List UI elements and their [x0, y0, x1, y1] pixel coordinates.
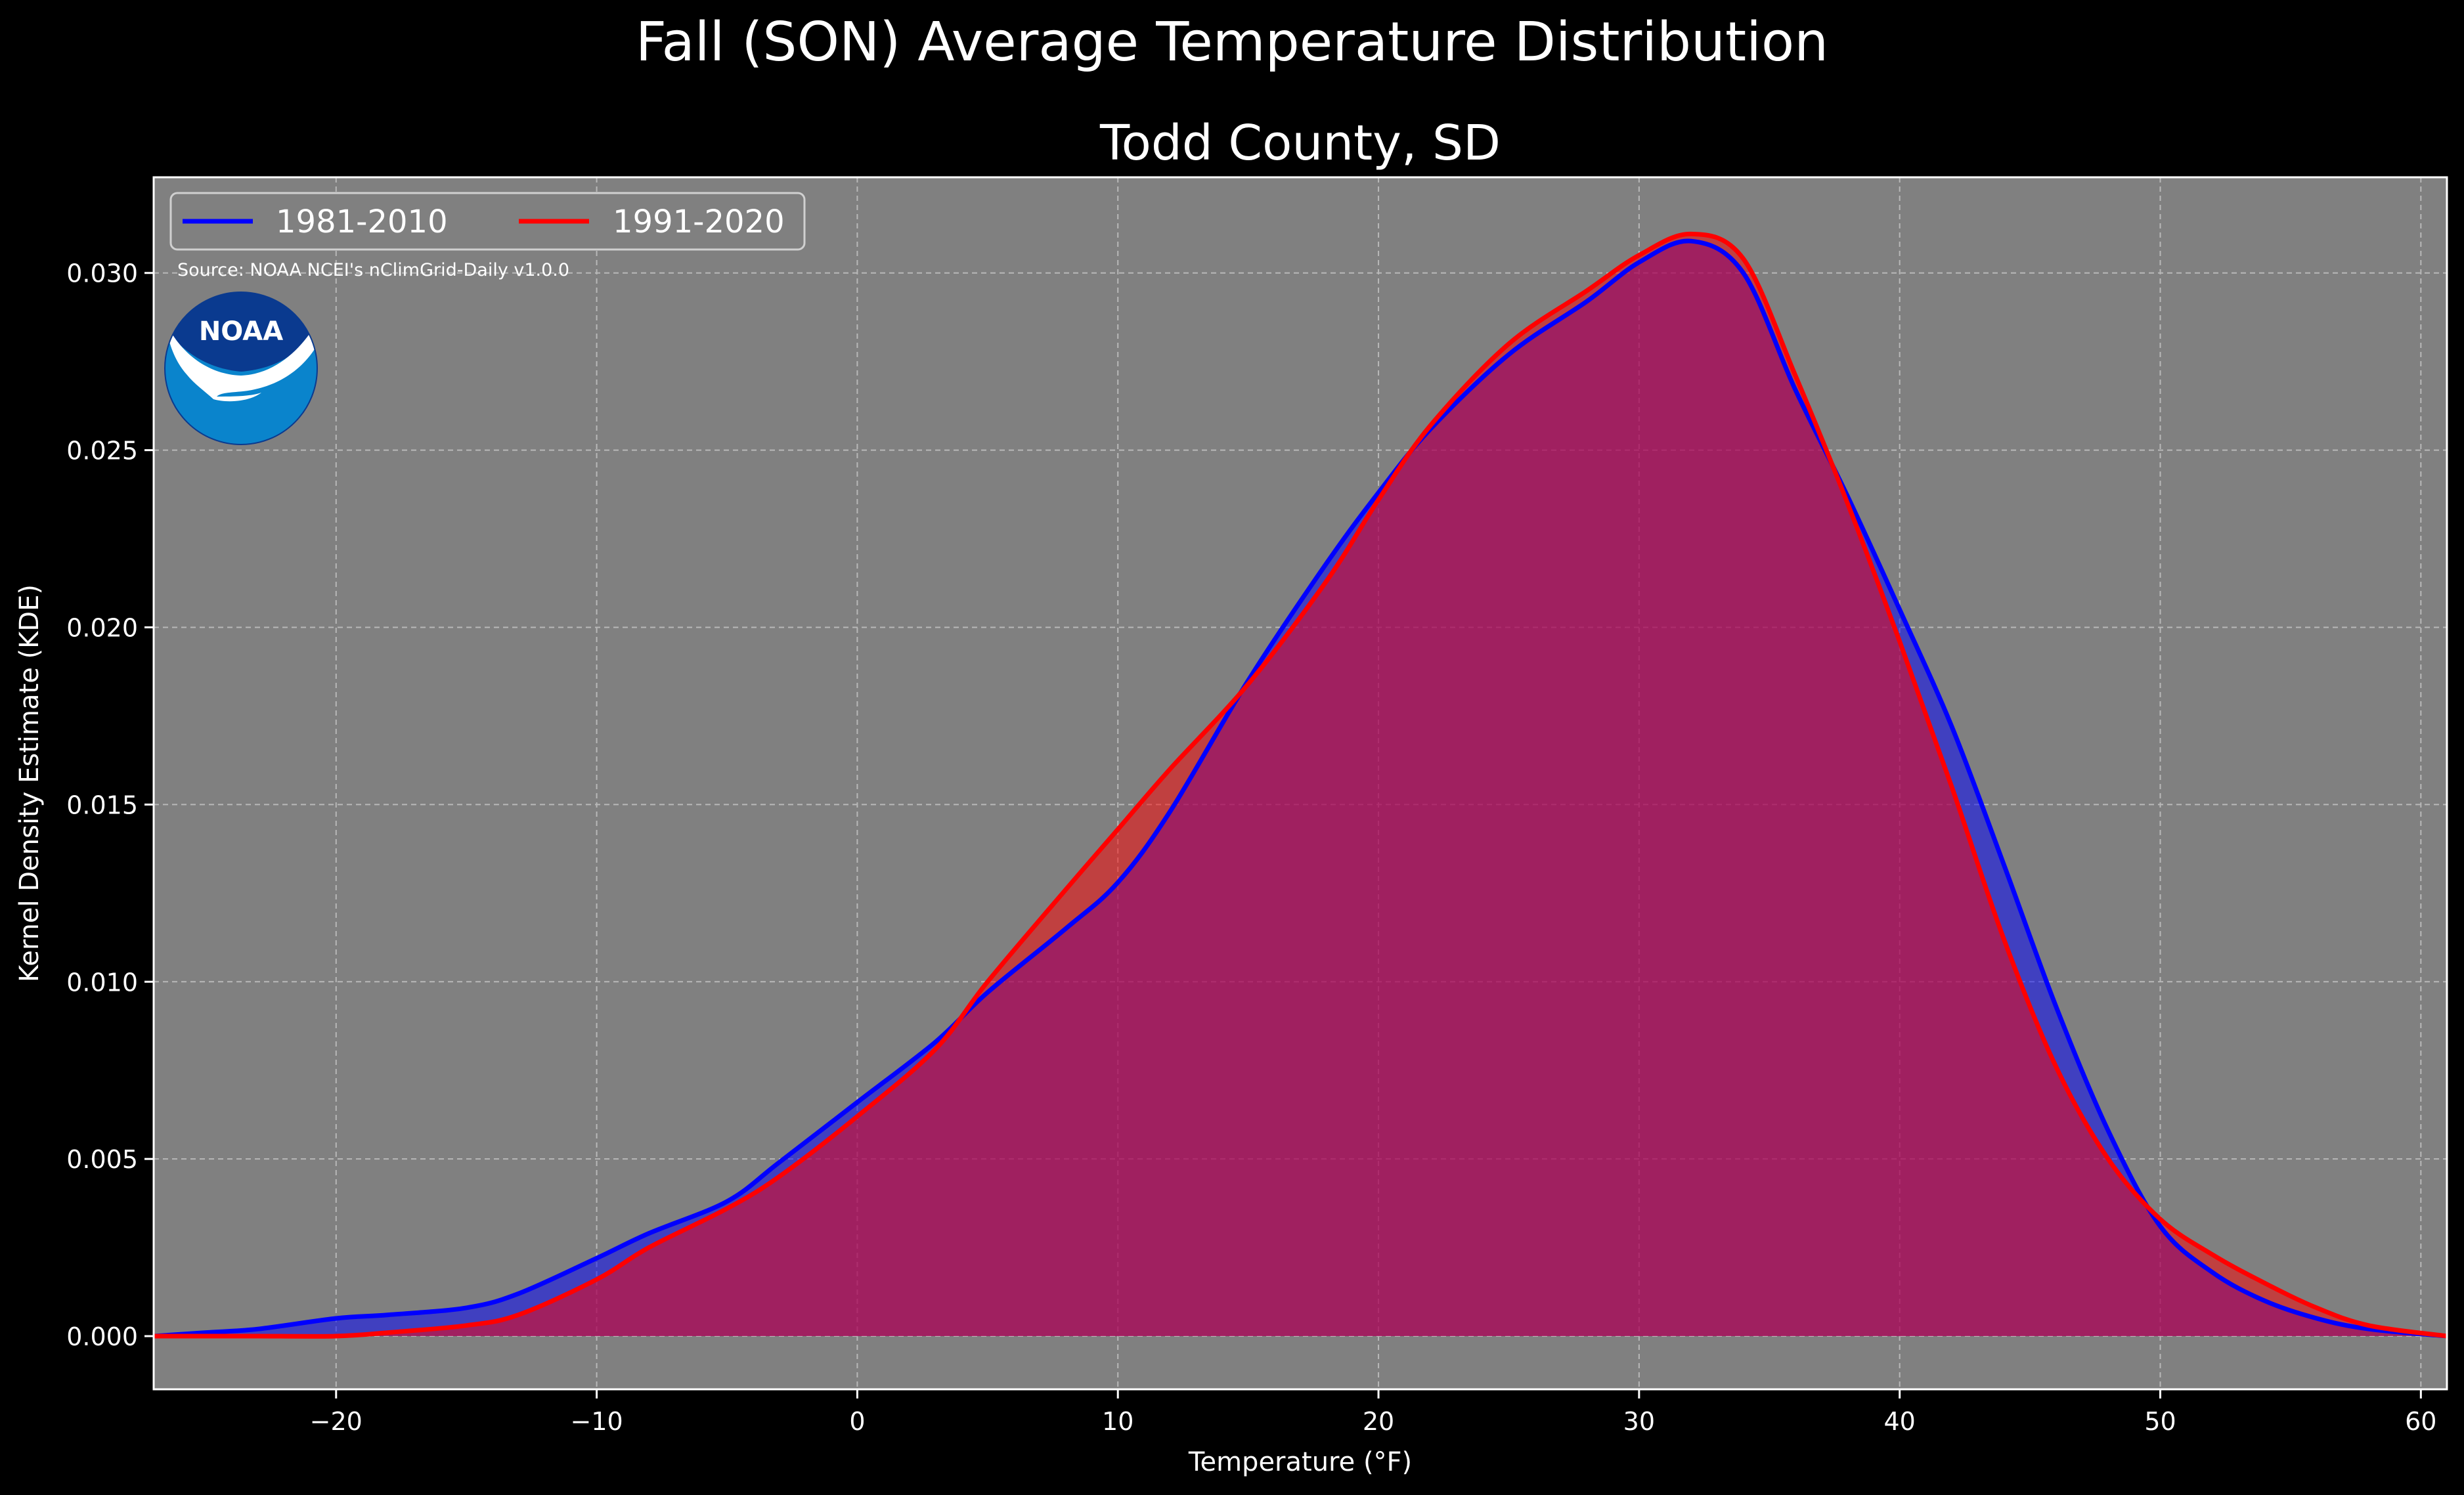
y-tick-label: 0.025 [66, 437, 138, 466]
x-tick-label: 60 [2405, 1407, 2436, 1436]
y-axis-ticks: 0.000 0.005 0.010 0.015 0.020 0.025 0.030 [66, 259, 154, 1351]
x-tick-label: −10 [570, 1407, 623, 1436]
x-tick-label: 50 [2144, 1407, 2176, 1436]
area-1991-2020 [154, 234, 2447, 1337]
series-lines [153, 231, 2448, 1339]
legend-label-1981-2010: 1981-2010 [276, 204, 448, 240]
x-tick-label: 10 [1102, 1407, 1133, 1436]
y-axis-label: Kernel Density Estimate (KDE) [14, 584, 45, 982]
x-tick-label: −20 [310, 1407, 363, 1436]
plot-area [152, 176, 2448, 1391]
x-axis-label: Temperature (°F) [1188, 1447, 1412, 1477]
series-areas [154, 234, 2447, 1337]
legend-label-1991-2020: 1991-2020 [613, 204, 785, 240]
plot-frame [152, 176, 2448, 1391]
x-tick-label: 20 [1363, 1407, 1394, 1436]
source-note: Source: NOAA NCEI's nClimGrid-Daily v1.0… [177, 260, 569, 280]
y-tick-label: 0.020 [66, 614, 138, 643]
noaa-logo-text: NOAA [199, 316, 283, 347]
y-tick-label: 0.010 [66, 968, 138, 997]
y-tick-label: 0.015 [66, 791, 138, 819]
noaa-logo: NOAA [164, 292, 318, 445]
legend: 1981-2010 1991-2020 [169, 192, 806, 251]
x-axis-ticks: −20 −10 0 10 20 30 40 50 60 [310, 1389, 2436, 1436]
x-tick-label: 30 [1623, 1407, 1655, 1436]
line-1991-2020 [154, 231, 2448, 1339]
grid-lines [154, 177, 2447, 1389]
x-tick-label: 0 [849, 1407, 865, 1436]
y-tick-label: 0.030 [66, 259, 138, 288]
chart-suptitle: Fall (SON) Average Temperature Distribut… [636, 11, 1828, 74]
chart-title: Todd County, SD [1099, 115, 1501, 171]
x-tick-label: 40 [1884, 1407, 1916, 1436]
legend-box [169, 192, 806, 251]
y-tick-label: 0.000 [66, 1322, 138, 1351]
y-tick-label: 0.005 [66, 1145, 138, 1174]
